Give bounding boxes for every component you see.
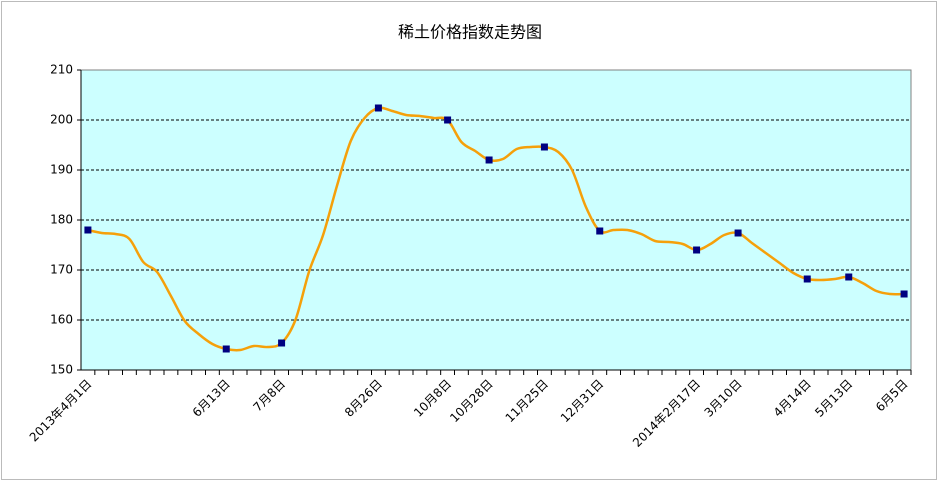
y-tick-label: 190 (50, 163, 73, 177)
y-tick-label: 150 (50, 363, 73, 377)
y-tick-label: 210 (50, 63, 73, 77)
marker (278, 339, 286, 347)
marker (803, 275, 811, 283)
marker (596, 227, 604, 235)
y-tick-label: 170 (50, 263, 73, 277)
y-tick-label: 180 (50, 213, 73, 227)
marker (444, 116, 452, 124)
y-tick-label: 160 (50, 313, 73, 327)
y-tick-label: 200 (50, 113, 73, 127)
marker (693, 246, 701, 254)
marker (374, 104, 382, 112)
marker (222, 345, 230, 353)
marker (485, 156, 493, 164)
marker (540, 143, 548, 151)
marker (734, 229, 742, 237)
chart-title: 稀土价格指数走势图 (398, 23, 542, 42)
marker (84, 226, 92, 234)
marker (900, 290, 908, 298)
marker (845, 273, 853, 281)
